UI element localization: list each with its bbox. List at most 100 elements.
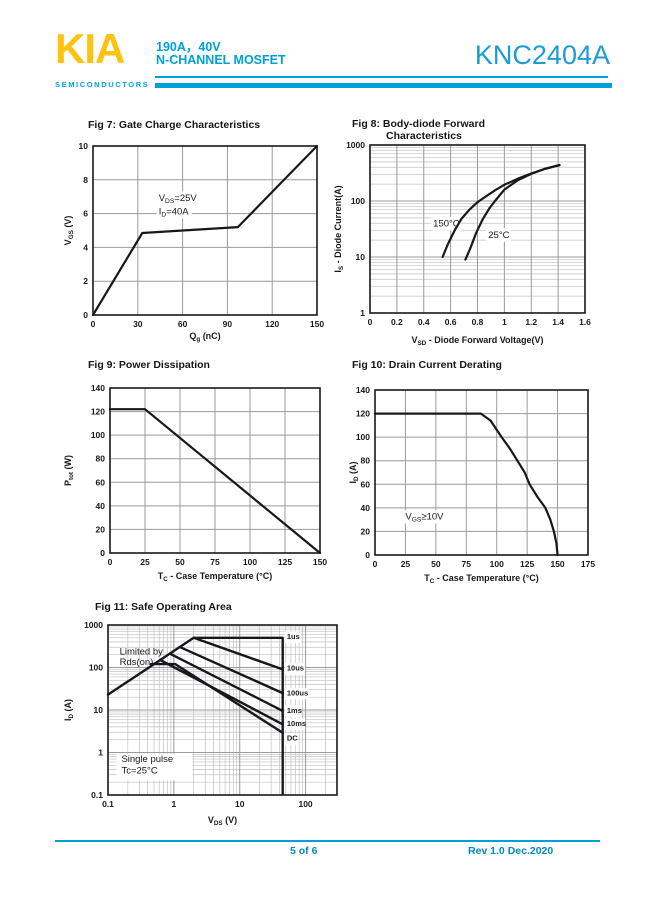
svg-text:125: 125 bbox=[278, 557, 292, 567]
svg-text:0: 0 bbox=[373, 559, 378, 569]
svg-text:VDS (V): VDS (V) bbox=[208, 815, 237, 827]
svg-text:Fig 7: Gate Charge Characteris: Fig 7: Gate Charge Characteristics bbox=[88, 119, 260, 131]
svg-text:140: 140 bbox=[356, 385, 370, 395]
svg-text:25°C: 25°C bbox=[488, 230, 509, 241]
svg-text:6: 6 bbox=[83, 209, 88, 219]
fig7-gate-charge-chart: VDS=25V ID=40A 0 30 60 90 120 150 0 2 4 6 8 10 Qg (nC)… bbox=[60, 114, 340, 344]
svg-text:1.2: 1.2 bbox=[525, 317, 537, 327]
svg-text:90: 90 bbox=[223, 319, 233, 329]
svg-text:60: 60 bbox=[361, 479, 371, 489]
svg-text:Ptot (W): Ptot (W) bbox=[63, 455, 75, 486]
svg-text:60: 60 bbox=[96, 477, 106, 487]
svg-text:VGS≥10V: VGS≥10V bbox=[405, 512, 444, 524]
svg-text:125: 125 bbox=[520, 559, 534, 569]
svg-text:10: 10 bbox=[235, 799, 245, 809]
svg-text:VGS (V): VGS (V) bbox=[63, 216, 75, 246]
svg-text:100: 100 bbox=[298, 799, 312, 809]
svg-text:Characteristics: Characteristics bbox=[386, 130, 462, 142]
svg-text:10: 10 bbox=[79, 141, 89, 151]
part-type: N-CHANNEL MOSFET bbox=[156, 53, 286, 67]
svg-text:40: 40 bbox=[361, 503, 371, 513]
svg-text:0: 0 bbox=[365, 550, 370, 560]
svg-text:1: 1 bbox=[171, 799, 176, 809]
fig8-body-diode-forward-chart: 150°C 25°C 0 0.2 0.4 0.6 0.8 1 1.2 1.4 1.6 1 10 100 10… bbox=[330, 110, 612, 348]
svg-text:ID (A): ID (A) bbox=[63, 699, 75, 721]
svg-text:0: 0 bbox=[83, 310, 88, 320]
svg-text:1ms: 1ms bbox=[287, 706, 302, 715]
svg-text:40: 40 bbox=[96, 501, 106, 511]
svg-text:ID=40A: ID=40A bbox=[159, 206, 190, 218]
page-number: 5 of 6 bbox=[290, 845, 318, 857]
svg-text:Fig 10: Drain Current Derating: Fig 10: Drain Current Derating bbox=[352, 359, 502, 371]
svg-text:0.4: 0.4 bbox=[418, 317, 430, 327]
svg-text:1: 1 bbox=[502, 317, 507, 327]
svg-text:4: 4 bbox=[83, 242, 88, 252]
svg-text:100: 100 bbox=[351, 196, 365, 206]
svg-text:140: 140 bbox=[91, 383, 105, 393]
svg-text:80: 80 bbox=[361, 456, 371, 466]
svg-text:0.1: 0.1 bbox=[102, 799, 114, 809]
svg-text:175: 175 bbox=[581, 559, 595, 569]
svg-text:50: 50 bbox=[431, 559, 441, 569]
company-logo: KIA bbox=[55, 25, 125, 72]
svg-text:Tc=25°C: Tc=25°C bbox=[121, 766, 157, 777]
svg-text:80: 80 bbox=[96, 454, 106, 464]
svg-text:Fig 9: Power Dissipation: Fig 9: Power Dissipation bbox=[88, 359, 210, 371]
fig9-power-dissipation-chart: 0 25 50 75 100 125 150 0 20 40 60 80 100 120 140 TC - C… bbox=[60, 356, 340, 584]
svg-text:0.8: 0.8 bbox=[472, 317, 484, 327]
company-logo-subtext: SEMICONDUCTORS bbox=[55, 80, 150, 89]
svg-text:8: 8 bbox=[83, 175, 88, 185]
svg-text:1: 1 bbox=[98, 748, 103, 758]
svg-text:75: 75 bbox=[462, 559, 472, 569]
svg-text:Qg (nC): Qg (nC) bbox=[189, 331, 220, 343]
svg-text:Fig 11: Safe Operating Area: Fig 11: Safe Operating Area bbox=[95, 601, 232, 613]
header-rule-thin bbox=[155, 76, 608, 78]
svg-text:VSD - Diode Forward Voltage(V): VSD - Diode Forward Voltage(V) bbox=[411, 335, 543, 347]
svg-text:120: 120 bbox=[91, 407, 105, 417]
svg-text:100: 100 bbox=[243, 557, 257, 567]
svg-text:100: 100 bbox=[91, 430, 105, 440]
svg-text:150: 150 bbox=[313, 557, 327, 567]
svg-text:0: 0 bbox=[368, 317, 373, 327]
svg-text:DC: DC bbox=[287, 734, 298, 743]
svg-text:100: 100 bbox=[490, 559, 504, 569]
svg-text:75: 75 bbox=[210, 557, 220, 567]
svg-text:1us: 1us bbox=[287, 632, 300, 641]
svg-text:Fig 8: Body-diode Forward: Fig 8: Body-diode Forward bbox=[352, 118, 485, 130]
svg-text:0: 0 bbox=[108, 557, 113, 567]
svg-text:20: 20 bbox=[361, 526, 371, 536]
svg-text:VDS=25V: VDS=25V bbox=[159, 193, 198, 205]
svg-text:IS - Diode Current(A): IS - Diode Current(A) bbox=[333, 185, 345, 272]
svg-text:150: 150 bbox=[310, 319, 324, 329]
svg-text:120: 120 bbox=[356, 409, 370, 419]
revision-label: Rev 1.0 Dec.2020 bbox=[468, 845, 554, 857]
svg-text:1000: 1000 bbox=[346, 140, 365, 150]
part-rating: 190A，40V bbox=[156, 40, 221, 54]
svg-text:100: 100 bbox=[356, 432, 370, 442]
svg-text:0.1: 0.1 bbox=[91, 790, 103, 800]
svg-text:10ms: 10ms bbox=[287, 719, 306, 728]
part-number: KNC2404A bbox=[474, 40, 610, 70]
svg-text:Limited by: Limited by bbox=[120, 647, 164, 658]
svg-text:150°C: 150°C bbox=[433, 219, 460, 230]
svg-text:0.6: 0.6 bbox=[445, 317, 457, 327]
svg-text:10: 10 bbox=[94, 705, 104, 715]
svg-text:50: 50 bbox=[175, 557, 185, 567]
svg-text:Single pulse: Single pulse bbox=[121, 754, 173, 765]
svg-text:30: 30 bbox=[133, 319, 143, 329]
svg-text:10: 10 bbox=[356, 252, 366, 262]
svg-text:Rds(on): Rds(on) bbox=[120, 657, 154, 668]
svg-text:10us: 10us bbox=[287, 663, 304, 672]
svg-text:150: 150 bbox=[550, 559, 564, 569]
svg-text:0.2: 0.2 bbox=[391, 317, 403, 327]
svg-text:25: 25 bbox=[140, 557, 150, 567]
svg-text:2: 2 bbox=[83, 276, 88, 286]
svg-text:1000: 1000 bbox=[84, 620, 103, 630]
footer-rule bbox=[55, 840, 600, 842]
svg-text:100us: 100us bbox=[287, 688, 308, 697]
svg-text:TC - Case Temperature (°C): TC - Case Temperature (°C) bbox=[424, 573, 539, 585]
svg-text:120: 120 bbox=[265, 319, 279, 329]
header-rule-thick bbox=[155, 83, 612, 88]
svg-text:1.6: 1.6 bbox=[579, 317, 591, 327]
